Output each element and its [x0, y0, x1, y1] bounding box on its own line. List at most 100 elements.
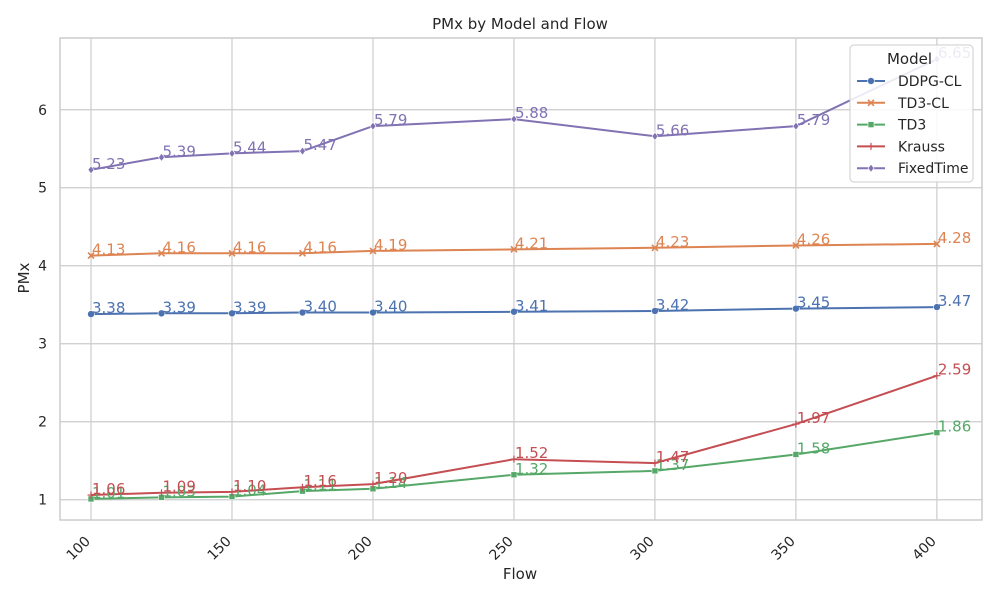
- data-label-ddpg-cl: 3.40: [374, 298, 407, 316]
- legend-marker-td3-cl: [867, 99, 875, 107]
- y-tick-label: 5: [38, 181, 47, 197]
- data-label-td3: 1.11: [303, 476, 336, 494]
- data-point-ddpg-cl: [510, 307, 518, 316]
- data-point-td3-cl: [298, 249, 307, 257]
- data-point-ddpg-cl: [651, 307, 659, 315]
- data-label-fixedtime: 5.47: [303, 136, 336, 154]
- data-label-td3-cl: 4.13: [92, 241, 125, 259]
- legend-label-krauss: Krauss: [898, 139, 945, 155]
- data-label-td3-cl: 4.16: [233, 238, 266, 256]
- data-point-krauss: [87, 491, 95, 499]
- data-point-td3-cl: [87, 252, 95, 260]
- legend-title: Model: [887, 50, 932, 68]
- legend: Model DDPG-CL TD3-CL TD3 Krauss FixedTime: [849, 44, 974, 183]
- data-point-fixedtime: [87, 165, 95, 175]
- data-point-td3-cl: [157, 249, 166, 257]
- y-tick-label: 6: [38, 103, 47, 119]
- data-label-td3: 1.86: [938, 418, 971, 436]
- data-label-fixedtime: 5.79: [374, 111, 407, 129]
- data-point-td3-cl: [510, 245, 518, 253]
- x-tick-label: 100: [64, 534, 94, 564]
- data-point-td3-cl: [933, 240, 941, 248]
- data-point-fixedtime: [299, 146, 306, 156]
- data-point-td3: [651, 467, 659, 475]
- data-label-krauss: 1.06: [92, 480, 125, 498]
- legend-marker-fixedtime: [867, 163, 875, 173]
- x-tick-label: 400: [909, 534, 939, 564]
- data-label-td3: 1.01: [92, 484, 125, 502]
- data-label-krauss: 1.09: [163, 478, 196, 496]
- x-tick-label: 300: [628, 534, 658, 564]
- data-label-fixedtime: 5.66: [656, 121, 689, 139]
- data-label-td3-cl: 4.16: [303, 238, 336, 256]
- y-tick-label: 2: [38, 415, 47, 431]
- data-point-krauss: [510, 455, 518, 463]
- legend-marker-krauss: [867, 142, 875, 150]
- data-point-krauss: [369, 480, 377, 488]
- data-label-krauss: 2.59: [938, 361, 971, 379]
- data-label-ddpg-cl: 3.39: [163, 298, 196, 316]
- data-point-fixedtime: [792, 121, 800, 131]
- data-point-td3-cl: [369, 247, 377, 255]
- y-axis-label: PMx: [15, 262, 33, 293]
- data-label-td3-cl: 4.19: [374, 236, 407, 254]
- data-point-fixedtime: [228, 148, 236, 158]
- data-point-ddpg-cl: [298, 308, 307, 317]
- data-label-ddpg-cl: 3.45: [797, 294, 830, 312]
- data-label-td3: 1.14: [374, 474, 407, 492]
- data-label-krauss: 1.20: [374, 469, 407, 487]
- chart-title: PMx by Model and Flow: [432, 15, 608, 33]
- data-label-td3: 1.37: [656, 456, 689, 474]
- data-point-krauss: [933, 372, 941, 380]
- data-label-krauss: 1.97: [797, 409, 830, 427]
- legend-marker-td3: [867, 121, 875, 128]
- data-point-fixedtime: [651, 131, 659, 141]
- data-point-krauss: [158, 489, 166, 497]
- data-point-ddpg-cl: [87, 310, 95, 318]
- data-label-krauss: 1.47: [656, 448, 689, 466]
- x-axis-label: Flow: [503, 565, 537, 583]
- data-label-td3-cl: 4.21: [515, 234, 548, 252]
- data-point-fixedtime: [510, 114, 518, 124]
- data-label-fixedtime: 5.88: [515, 104, 548, 122]
- plot-area: 1 2 3 4 5 6 100 150 200 250 300 350 400 3.38 3.39 3.39 3…: [38, 37, 983, 564]
- data-point-ddpg-cl: [228, 309, 236, 318]
- y-tick-label: 3: [38, 337, 47, 353]
- data-label-ddpg-cl: 3.40: [303, 298, 336, 316]
- data-label-td3: 1.03: [163, 482, 196, 500]
- data-point-krauss: [651, 459, 659, 467]
- data-label-krauss: 1.10: [233, 477, 266, 495]
- data-label-fixedtime: 5.79: [797, 111, 830, 129]
- data-label-td3-cl: 4.26: [797, 230, 830, 248]
- y-tick-label: 4: [38, 259, 47, 275]
- data-point-krauss: [298, 483, 306, 491]
- data-point-krauss: [792, 420, 800, 428]
- data-point-fixedtime: [158, 152, 165, 162]
- data-point-td3-cl: [651, 244, 659, 252]
- data-point-ddpg-cl: [157, 309, 166, 318]
- data-label-td3-cl: 4.28: [938, 229, 971, 247]
- data-label-td3-cl: 4.16: [163, 238, 196, 256]
- y-tick-label: 1: [38, 493, 47, 509]
- data-label-ddpg-cl: 3.47: [938, 292, 971, 310]
- data-label-ddpg-cl: 3.42: [656, 296, 689, 314]
- data-point-td3-cl: [228, 249, 236, 257]
- data-point-td3: [792, 451, 800, 458]
- data-label-td3: 1.32: [515, 460, 548, 478]
- legend-label-fixedtime: FixedTime: [898, 161, 969, 177]
- data-label-fixedtime: 5.39: [163, 142, 196, 160]
- data-label-fixedtime: 5.44: [233, 138, 266, 156]
- data-label-td3-cl: 4.23: [656, 233, 689, 251]
- data-label-td3: 1.04: [233, 482, 266, 500]
- data-point-ddpg-cl: [792, 304, 800, 313]
- data-point-ddpg-cl: [369, 308, 377, 317]
- data-point-td3: [933, 429, 941, 436]
- legend-label-td3-cl: TD3-CL: [897, 96, 949, 112]
- data-point-krauss: [228, 488, 236, 496]
- x-tick-label: 200: [346, 534, 376, 564]
- legend-label-td3: TD3: [897, 118, 926, 134]
- data-point-fixedtime: [369, 121, 377, 131]
- x-tick-label: 150: [205, 534, 235, 564]
- data-point-td3-cl: [792, 241, 800, 250]
